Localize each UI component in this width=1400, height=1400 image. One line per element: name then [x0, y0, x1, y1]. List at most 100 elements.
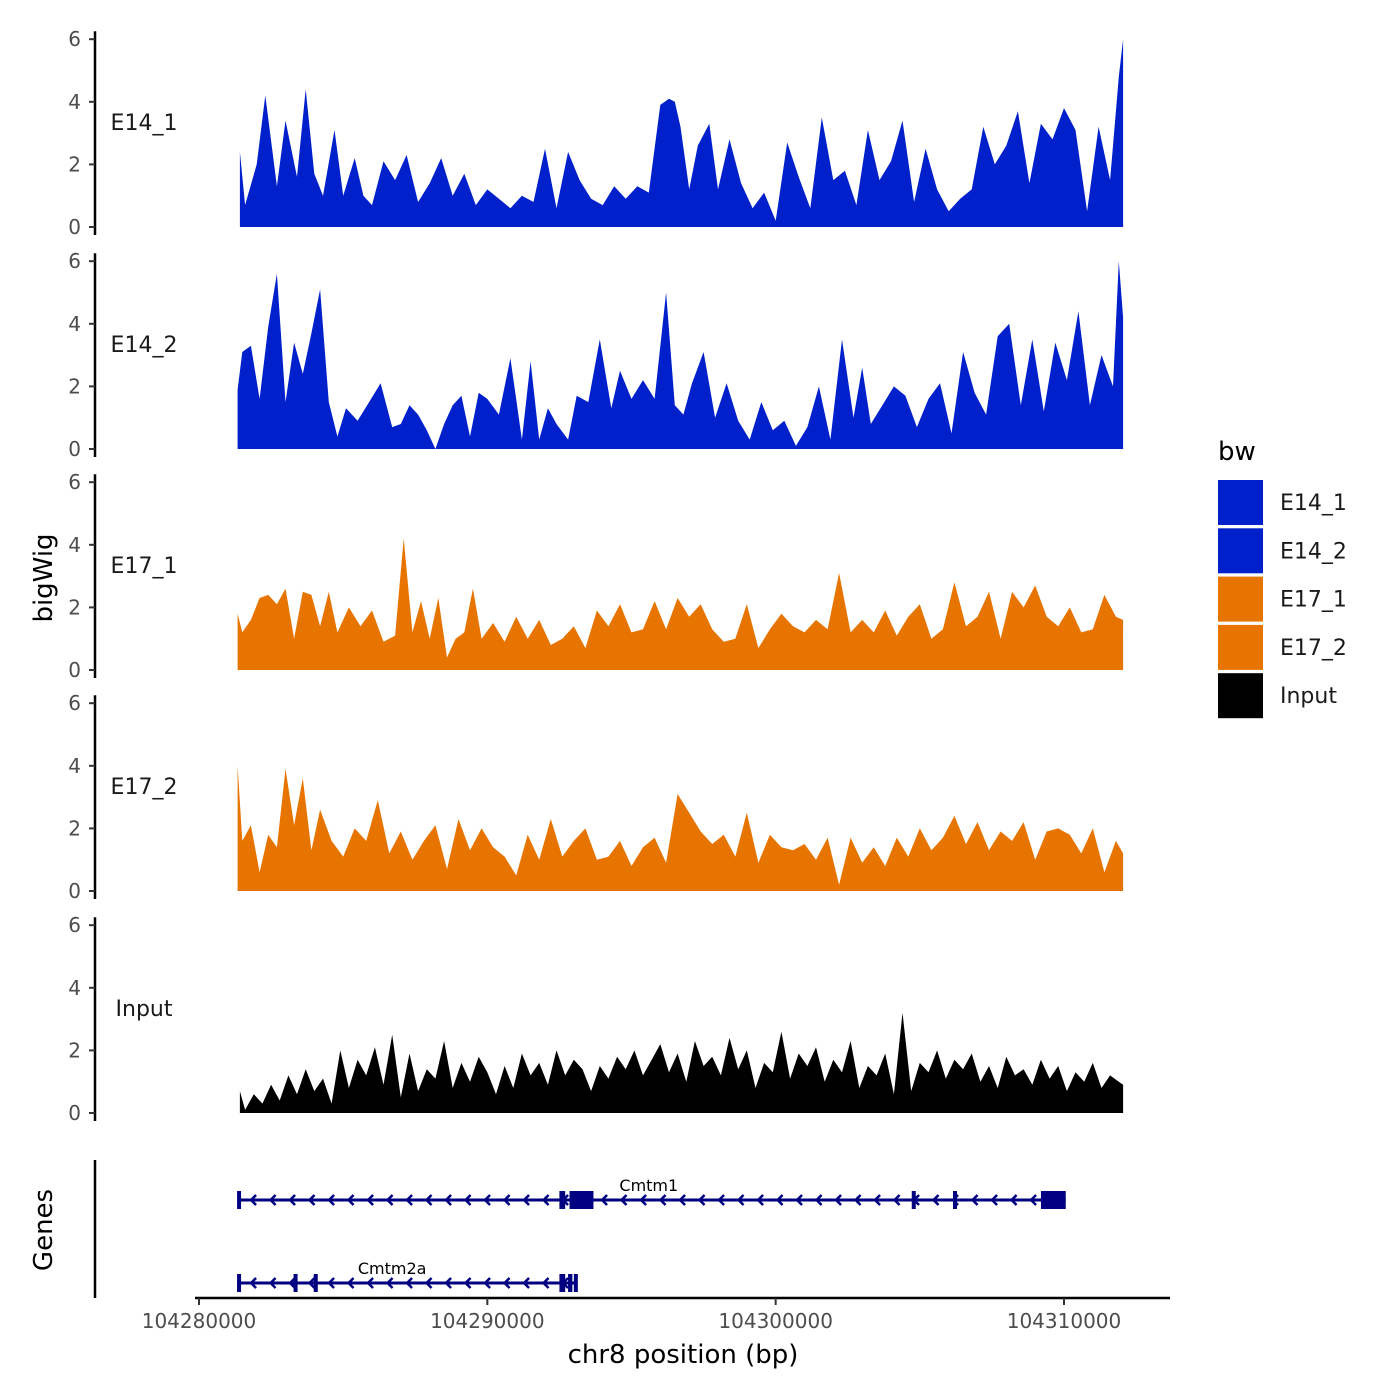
strand-chevron — [1009, 1194, 1018, 1206]
strand-chevron — [873, 1194, 881, 1206]
x-tick-label: 104310000 — [1007, 1309, 1122, 1333]
y-tick-label: 0 — [68, 1101, 81, 1125]
strand-chevron — [346, 1277, 355, 1289]
strand-chevron — [249, 1277, 257, 1289]
gene-exon — [573, 1274, 578, 1292]
coverage-area-input — [239, 1012, 1124, 1113]
strand-chevron — [463, 1194, 472, 1206]
y-tick-label: 0 — [68, 879, 81, 903]
genes-axis-title: Genes — [29, 1189, 59, 1271]
y-tick-label: 6 — [68, 470, 81, 494]
strand-chevron — [619, 1194, 628, 1206]
strand-chevron — [444, 1194, 452, 1206]
gene-exon — [293, 1274, 298, 1292]
strand-chevron — [795, 1194, 803, 1206]
strand-chevron — [678, 1194, 686, 1206]
gene-exon — [569, 1191, 594, 1209]
gene-exon — [1040, 1191, 1066, 1209]
legend: bw E14_1 E14_2 E17_1 E17_2 Input — [1218, 437, 1347, 719]
y-tick-label: 2 — [68, 152, 81, 176]
y-tick-label: 4 — [68, 90, 81, 114]
coverage-area-e17-1 — [237, 538, 1124, 670]
y-axis-title: bigWig — [29, 533, 59, 622]
strand-chevron — [424, 1277, 433, 1289]
gene-exon — [952, 1191, 957, 1209]
coverage-area-e17-2 — [237, 765, 1124, 891]
gene-label-cmtm1: Cmtm1 — [619, 1176, 678, 1195]
track-label-e17-1: E17_1 — [111, 554, 178, 579]
gene-exon — [237, 1191, 242, 1209]
track-e14-1: 0 2 4 6 E14_1 — [68, 27, 1124, 239]
strand-chevron — [697, 1194, 706, 1206]
strand-chevron — [366, 1194, 374, 1206]
y-tick-label: 0 — [68, 658, 81, 682]
y-tick-label: 2 — [68, 374, 81, 398]
strand-chevron — [502, 1194, 511, 1206]
strand-chevron — [834, 1194, 842, 1206]
legend-label-e14-1: E14_1 — [1280, 491, 1347, 516]
x-tick-label: 104300000 — [718, 1309, 833, 1333]
strand-chevron — [736, 1194, 745, 1206]
strand-chevron — [385, 1194, 394, 1206]
gene-exon — [568, 1274, 573, 1292]
strand-chevron — [307, 1194, 316, 1206]
track-input: 0 2 4 6 Input — [68, 913, 1124, 1125]
strand-chevron — [1029, 1194, 1037, 1206]
y-tick-label: 4 — [68, 754, 81, 778]
strand-chevron — [483, 1277, 491, 1289]
strand-chevron — [658, 1194, 667, 1206]
gene-exon — [313, 1274, 318, 1292]
strand-chevron — [990, 1194, 998, 1206]
strand-chevron — [327, 1194, 335, 1206]
legend-swatch-e14-2 — [1218, 528, 1263, 574]
strand-chevron — [970, 1194, 979, 1206]
strand-chevron — [288, 1194, 296, 1206]
strand-chevron — [405, 1277, 413, 1289]
legend-swatch-e17-2 — [1218, 624, 1263, 670]
strand-chevron — [385, 1277, 394, 1289]
strand-chevron — [424, 1194, 433, 1206]
strand-chevron — [717, 1194, 725, 1206]
strand-chevron — [268, 1194, 277, 1206]
y-tick-label: 2 — [68, 595, 81, 619]
strand-chevron — [814, 1194, 823, 1206]
gene-exon — [559, 1191, 566, 1209]
strand-chevron — [346, 1194, 355, 1206]
gene-cmtm2a: Cmtm2a — [237, 1259, 578, 1292]
y-tick-label: 6 — [68, 691, 81, 715]
y-tick-label: 4 — [68, 312, 81, 336]
strand-chevron — [366, 1277, 374, 1289]
x-tick-label: 104290000 — [430, 1309, 545, 1333]
strand-chevron — [775, 1194, 784, 1206]
strand-chevron — [522, 1277, 530, 1289]
strand-chevron — [249, 1194, 257, 1206]
x-tick-label: 104280000 — [142, 1309, 257, 1333]
legend-title: bw — [1218, 437, 1256, 467]
strand-chevron — [639, 1194, 647, 1206]
strand-chevron — [502, 1277, 511, 1289]
coverage-area-e14-1 — [239, 39, 1124, 228]
strand-chevron — [444, 1277, 452, 1289]
track-label-input: Input — [116, 997, 173, 1022]
y-tick-label: 0 — [68, 215, 81, 239]
y-tick-label: 6 — [68, 249, 81, 273]
gene-exon — [559, 1274, 566, 1292]
y-tick-label: 4 — [68, 976, 81, 1000]
x-axis: 104280000 104290000 104300000 104310000 — [142, 1296, 1170, 1333]
legend-swatch-input — [1218, 673, 1263, 719]
strand-chevron — [892, 1194, 901, 1206]
track-e14-2: 0 2 4 6 E14_2 — [68, 249, 1124, 461]
strand-chevron — [405, 1194, 413, 1206]
strand-chevron — [268, 1277, 277, 1289]
strand-chevron — [522, 1194, 530, 1206]
strand-chevron — [853, 1194, 862, 1206]
gene-track: Cmtm1 Cmtm2a — [93, 1160, 1066, 1298]
y-tick-label: 2 — [68, 816, 81, 840]
strand-chevron — [463, 1277, 472, 1289]
legend-label-e17-2: E17_2 — [1280, 636, 1347, 661]
track-label-e14-2: E14_2 — [111, 333, 178, 358]
strand-chevron — [541, 1277, 550, 1289]
gene-exon — [237, 1274, 242, 1292]
y-tick-label: 2 — [68, 1038, 81, 1062]
